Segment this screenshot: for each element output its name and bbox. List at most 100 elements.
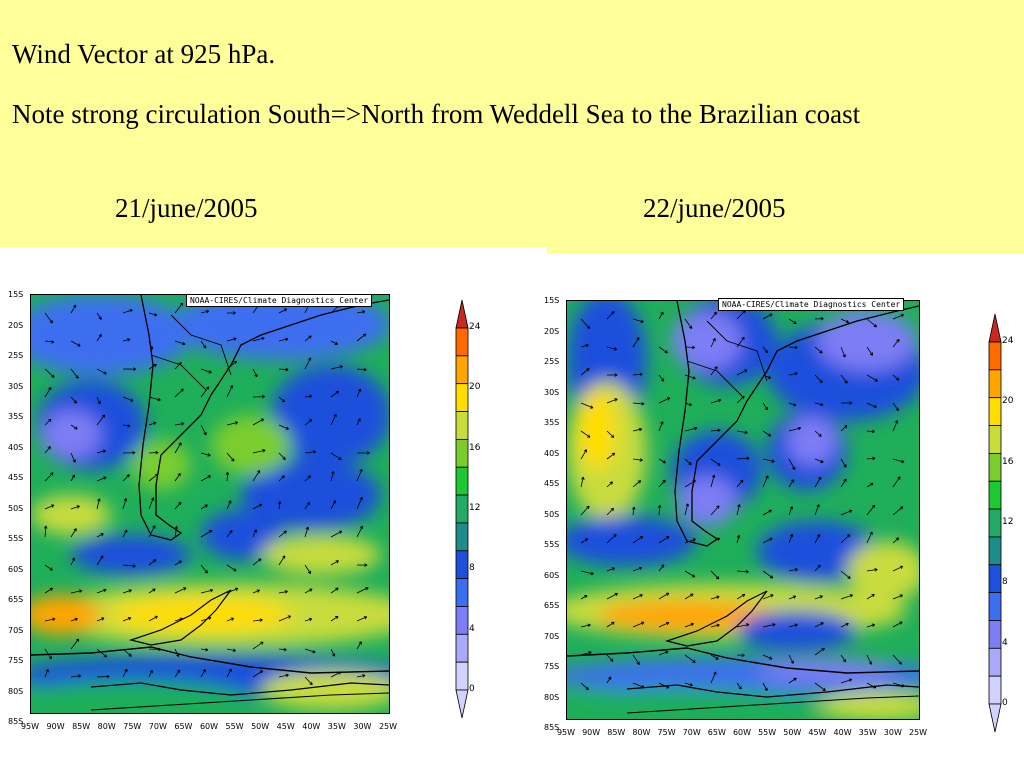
wind-vector-arrow — [684, 654, 696, 663]
wind-vector-arrow — [658, 650, 669, 656]
wind-vector-arrow — [148, 364, 157, 370]
wind-vector-arrow — [70, 638, 80, 650]
lat-label: 70S — [544, 631, 560, 641]
colorbar-segment — [988, 369, 1002, 399]
wind-vector-arrow — [631, 506, 636, 516]
wind-vector-arrow — [788, 402, 797, 407]
lat-label: 30S — [8, 381, 24, 391]
wind-vector-arrow — [122, 668, 128, 678]
wind-vector-arrow — [892, 313, 905, 320]
wind-vector-arrow — [606, 481, 614, 488]
wind-vector-arrow — [70, 474, 76, 482]
wind-vector-arrow — [840, 594, 854, 600]
wind-vector-arrow — [736, 369, 748, 376]
colorbar-segment — [455, 578, 469, 607]
wind-vector-arrow — [840, 318, 850, 324]
wind-vector-arrow — [200, 529, 213, 538]
wind-vector-arrow — [148, 497, 155, 510]
wind-vector-arrow — [70, 557, 76, 566]
wind-vector-arrow — [684, 622, 694, 628]
wind-vector-arrow — [658, 311, 664, 320]
wind-vector-arrow — [840, 425, 848, 432]
wind-vector-arrow — [814, 430, 822, 437]
wind-vector-arrow — [736, 623, 750, 628]
wind-vector-arrow — [356, 451, 370, 455]
wind-vector-arrow — [174, 617, 183, 622]
lat-label: 85S — [544, 723, 560, 732]
wind-vector-arrow — [70, 528, 77, 538]
lat-label: 55S — [8, 534, 24, 543]
colorbar-segment — [988, 703, 1002, 733]
colorbar-segment — [988, 425, 1002, 454]
wind-vector-arrow — [632, 621, 645, 628]
wind-vector-arrow — [762, 537, 773, 544]
lon-label: 65W — [174, 722, 193, 731]
wind-vector-arrow — [840, 534, 851, 544]
colorbar-label: 12 — [469, 503, 481, 513]
wind-vector-arrow — [174, 340, 186, 346]
wind-vector-arrow — [44, 504, 55, 510]
wind-vector-arrow — [70, 396, 77, 404]
wind-vector-arrow — [762, 654, 773, 660]
wind-vector-arrow — [174, 525, 179, 538]
wind-vector-arrow — [580, 570, 594, 576]
wind-vector-arrow — [892, 420, 899, 432]
wind-vector-arrow — [892, 594, 903, 600]
wind-vector-arrow — [840, 570, 851, 579]
colorbar-label: 24 — [469, 322, 481, 332]
wind-vector-arrow — [96, 674, 110, 679]
wind-vector-arrow — [43, 525, 48, 538]
lon-label: 75W — [657, 728, 676, 737]
colorbar-segment — [988, 675, 1002, 705]
wind-vector-arrow — [200, 475, 212, 482]
wind-vector-arrow — [226, 360, 238, 370]
wind-vector-arrow — [762, 402, 769, 411]
wind-vector-arrow — [96, 449, 106, 454]
wind-vector-arrow — [252, 368, 258, 378]
lon-label: 70W — [148, 722, 167, 731]
wind-vector-arrow — [200, 452, 211, 457]
wind-vector-arrow — [788, 458, 796, 470]
wind-vector-arrow — [70, 589, 83, 594]
wind-vector-arrow — [710, 654, 719, 660]
wind-vector-arrow — [710, 474, 716, 488]
wind-vector-arrow — [304, 564, 312, 574]
wind-vector-arrow — [252, 529, 257, 538]
colorbar-scale — [988, 313, 1002, 733]
wind-vector-arrow — [356, 468, 363, 482]
wind-vector-arrow — [684, 345, 696, 350]
wind-vector-arrow — [814, 476, 822, 488]
wind-vector-arrow — [632, 401, 645, 406]
wind-vector-arrow — [278, 308, 288, 314]
wind-vector-arrow — [736, 682, 742, 690]
lat-label: 25S — [544, 357, 560, 366]
wind-vector-arrow — [866, 482, 874, 488]
wind-vector-arrow — [788, 318, 797, 325]
lon-label: 70W — [682, 728, 701, 737]
wind-vector-arrow — [814, 647, 825, 656]
wind-vector-arrow — [252, 503, 263, 510]
wind-vector-arrow — [96, 617, 105, 622]
wind-vector-arrow — [330, 452, 342, 460]
lat-axis-left: 15S 20S 25S 30S 35S 40S 45S 50S 55S 60S 65S 70S 75S 8… — [0, 290, 30, 726]
wind-vector-arrow — [866, 623, 876, 628]
wind-vector-arrow — [606, 567, 616, 572]
wind-vector-arrow — [96, 476, 107, 482]
wind-vector-arrow — [866, 429, 875, 434]
colorbar-segment — [455, 689, 469, 719]
wind-vector-arrow — [606, 533, 617, 544]
lon-label: 25W — [908, 728, 928, 737]
wind-vector-arrow — [736, 653, 745, 658]
wind-vector-arrow — [330, 560, 339, 566]
lon-label: 85W — [607, 728, 626, 737]
wind-vector-arrow — [70, 368, 79, 379]
wind-vector-arrow — [356, 586, 369, 594]
lon-label: 80W — [632, 728, 651, 737]
wind-vector-arrow — [252, 418, 265, 426]
wind-vector-arrow — [330, 648, 336, 657]
wind-vector-arrow — [304, 335, 312, 342]
wind-vector-arrow — [736, 535, 741, 544]
lat-label: 25S — [8, 351, 24, 360]
colorbar-segment — [988, 397, 1002, 426]
lat-label: 30S — [544, 387, 560, 397]
